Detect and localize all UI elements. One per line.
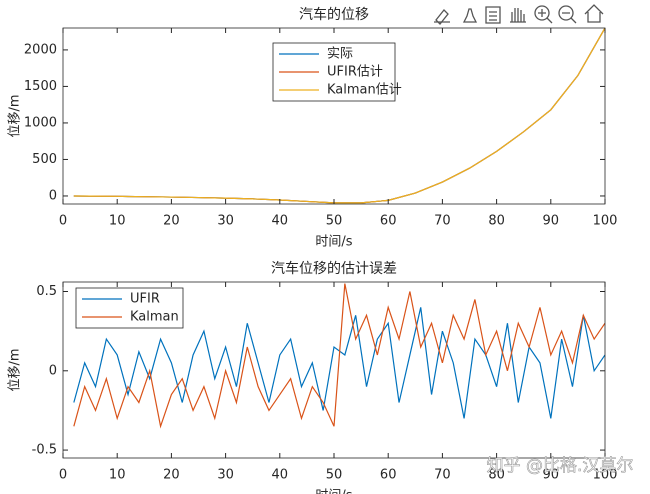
x-tick-label: 40 bbox=[272, 214, 289, 229]
y-tick-label: 0 bbox=[49, 363, 57, 378]
toolbar[interactable] bbox=[434, 4, 604, 25]
y-axis-label: 位移/m bbox=[8, 94, 23, 137]
chart-title: 汽车的位移 bbox=[299, 6, 369, 23]
watermark: 知乎 @比格.汉莫尔 bbox=[487, 456, 634, 476]
legend-label: 实际 bbox=[327, 47, 353, 62]
tool-data-tip[interactable] bbox=[462, 8, 478, 23]
y-axis-label: 位移/m bbox=[8, 348, 23, 391]
tool-brush[interactable] bbox=[434, 9, 450, 25]
x-tick-label: 20 bbox=[163, 468, 180, 483]
x-tick-label: 30 bbox=[217, 214, 234, 229]
legend-label: UFIR bbox=[130, 292, 160, 307]
x-tick-label: 100 bbox=[593, 214, 618, 229]
y-tick-label: 1000 bbox=[24, 115, 57, 130]
x-tick-label: 40 bbox=[272, 468, 289, 483]
x-tick-label: 70 bbox=[434, 214, 451, 229]
x-tick-label: 10 bbox=[109, 214, 126, 229]
legend-box bbox=[75, 287, 184, 329]
tool-pan[interactable] bbox=[510, 8, 526, 23]
x-tick-label: 20 bbox=[163, 214, 180, 229]
x-tick-label: 90 bbox=[543, 214, 560, 229]
tool-legend[interactable] bbox=[485, 6, 501, 24]
chart-title: 汽车位移的估计误差 bbox=[271, 260, 397, 277]
legend-label: Kalman bbox=[130, 310, 179, 325]
tool-zoom-out[interactable] bbox=[558, 5, 577, 24]
x-tick-label: 30 bbox=[217, 468, 234, 483]
x-tick-label: 0 bbox=[59, 214, 67, 229]
y-tick-label: 1500 bbox=[24, 79, 57, 94]
y-tick-label: 500 bbox=[32, 152, 57, 167]
tool-zoom-in[interactable] bbox=[534, 5, 553, 24]
x-tick-label: 90 bbox=[543, 468, 560, 483]
y-tick-label: 0 bbox=[49, 188, 57, 203]
y-tick-label: 2000 bbox=[24, 42, 57, 57]
legend-label: UFIR估计 bbox=[327, 65, 383, 80]
x-axis-label: 时间/s bbox=[315, 489, 352, 494]
series-line bbox=[73, 283, 605, 429]
x-tick-label: 60 bbox=[380, 214, 397, 229]
x-tick-label: 80 bbox=[488, 214, 505, 229]
x-tick-label: 50 bbox=[326, 468, 343, 483]
x-tick-label: 0 bbox=[59, 468, 67, 483]
x-axis-label: 时间/s bbox=[315, 235, 352, 250]
x-tick-label: 70 bbox=[434, 468, 451, 483]
y-tick-label: 0.5 bbox=[36, 284, 57, 299]
y-tick-label: -0.5 bbox=[32, 443, 57, 458]
x-tick-label: 60 bbox=[380, 468, 397, 483]
x-tick-label: 80 bbox=[488, 468, 505, 483]
tool-home[interactable] bbox=[584, 4, 604, 23]
x-tick-label: 10 bbox=[109, 468, 126, 483]
legend-label: Kalman估计 bbox=[327, 83, 402, 98]
x-tick-label: 100 bbox=[593, 468, 618, 483]
x-tick-label: 50 bbox=[326, 214, 343, 229]
